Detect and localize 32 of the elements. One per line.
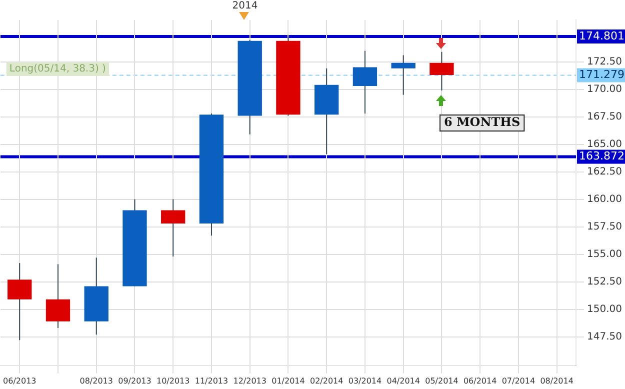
annotation: 6 MONTHS: [444, 115, 520, 130]
y-tick-label: 147.50: [587, 331, 622, 342]
ref-line-label: 163.872: [579, 150, 625, 163]
x-tick-label: 02/2014: [310, 376, 344, 386]
y-tick-label: 157.50: [587, 221, 622, 232]
x-tick-label: 04/2014: [386, 376, 420, 386]
x-tick-label: 06/2013: [3, 376, 36, 386]
y-tick-label: 172.50: [587, 56, 622, 68]
candlestick: [391, 54, 416, 96]
y-tick-label: 160.00: [587, 194, 622, 205]
ref-line-label: 171.279: [579, 68, 625, 82]
y-tick-label: 152.50: [587, 276, 622, 288]
x-tick-label: 12/2013: [233, 376, 266, 386]
y-tick-label: 165.00: [587, 138, 622, 150]
x-tick-label: 01/2014: [272, 376, 305, 386]
ref-line-label: 174.801: [579, 29, 625, 42]
y-tick-label: 150.00: [587, 304, 622, 315]
text: 2014: [232, 0, 258, 12]
x-tick-label: 10/2013: [156, 376, 190, 386]
x-tick-label: 11/2013: [194, 376, 228, 386]
y-tick-label: 167.50: [587, 111, 622, 122]
x-tick-label: 06/2014: [463, 376, 497, 386]
x-tick-label: 03/2014: [348, 376, 382, 386]
x-tick-label: 08/2014: [540, 376, 574, 386]
y-tick-label: 155.00: [587, 248, 622, 260]
x-tick-label: 07/2014: [502, 376, 536, 386]
y-tick-label: 170.00: [587, 84, 622, 95]
x-tick-label: 08/2013: [80, 376, 113, 386]
y-tick-label: 162.50: [587, 166, 622, 178]
x-tick-label: 05/2014: [425, 376, 458, 386]
annotation: Long(05/14, 38.3) ): [9, 64, 106, 75]
x-tick-label: 09/2013: [118, 376, 152, 386]
